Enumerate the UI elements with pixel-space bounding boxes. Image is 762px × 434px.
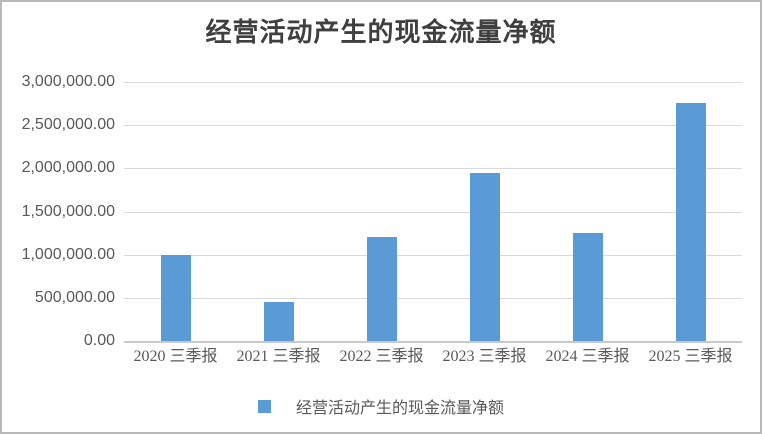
- legend-label: 经营活动产生的现金流量净额: [295, 400, 504, 417]
- y-gridline: [124, 254, 742, 256]
- bar-2024 三季报: [572, 232, 603, 341]
- x-tick-label: 2022 三季报: [339, 348, 424, 365]
- legend: 经营活动产生的现金流量净额: [2, 393, 760, 419]
- y-tick-label: 500,000.00: [34, 288, 115, 306]
- y-gridline: [124, 297, 742, 299]
- y-gridline: [124, 211, 742, 213]
- y-gridline: [124, 168, 742, 170]
- bar-2021 三季报: [263, 301, 294, 341]
- x-tick-label: 2024 三季报: [545, 348, 630, 365]
- x-tick-label: 2020 三季报: [133, 348, 218, 365]
- chart-title: 经营活动产生的现金流量净额: [205, 18, 557, 47]
- x-tick-label: 2023 三季报: [442, 348, 527, 365]
- x-tick-label: 2021 三季报: [236, 348, 321, 365]
- y-tick-label: 3,000,000.00: [21, 73, 115, 90]
- y-tick-label: 1,000,000.00: [21, 245, 115, 263]
- plot-area: [124, 82, 742, 343]
- bar-2020 三季报: [160, 254, 191, 341]
- bar-2023 三季报: [469, 172, 500, 341]
- y-tick-label: 1,500,000.00: [21, 202, 115, 220]
- y-gridline: [124, 82, 742, 83]
- legend-swatch: [257, 399, 271, 413]
- bar-2025 三季报: [675, 102, 706, 341]
- y-tick-label: 2,000,000.00: [21, 159, 115, 177]
- y-tick-label: 2,500,000.00: [21, 116, 115, 134]
- x-tick-label: 2025 三季报: [648, 348, 733, 365]
- y-gridline: [124, 125, 742, 127]
- bar-2022 三季报: [366, 237, 397, 341]
- x-axis-labels: 2020 三季报 2021 三季报 2022 三季报 2023 三季报 2024 三季报…: [2, 346, 760, 370]
